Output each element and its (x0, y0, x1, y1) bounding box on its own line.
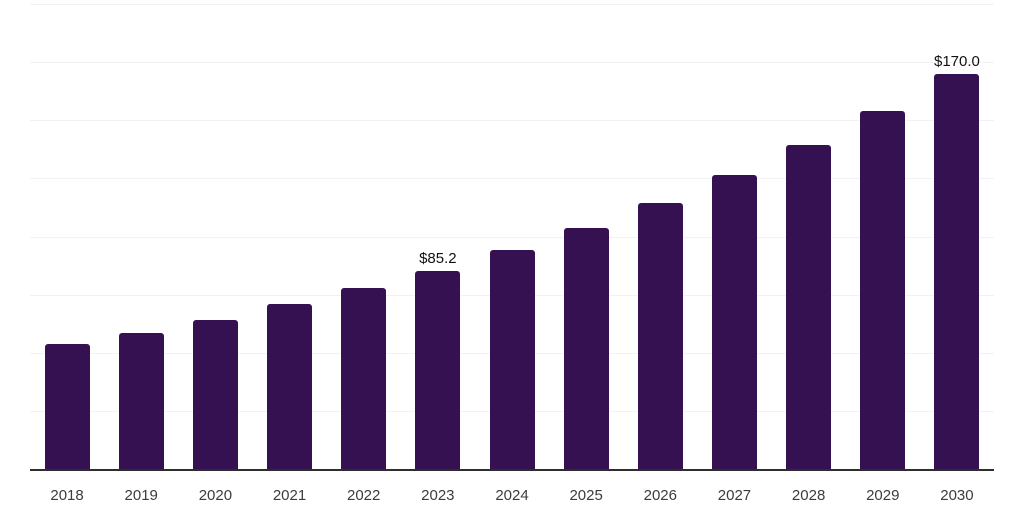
bar (711, 175, 757, 469)
x-tick-label: 2022 (347, 487, 381, 504)
x-tick-label: 2021 (272, 487, 307, 504)
bar (44, 344, 90, 469)
x-tick-label: 2028 (791, 487, 826, 504)
bar (860, 110, 906, 469)
bar (786, 144, 832, 469)
x-tick-label: 2026 (643, 487, 677, 504)
bar (341, 288, 387, 469)
x-tick-label: 2024 (495, 487, 529, 504)
gridline (30, 120, 994, 122)
bar (489, 250, 535, 469)
x-tick-label: 2019 (124, 487, 158, 504)
bar (415, 270, 461, 469)
bar (563, 227, 609, 469)
bar (934, 73, 980, 469)
x-tick-label: 2027 (717, 487, 752, 504)
gridline (30, 236, 994, 238)
x-tick-label: 2030 (940, 487, 974, 504)
x-tick-label: 2025 (569, 487, 603, 504)
gridline (30, 4, 994, 5)
bar (637, 202, 683, 469)
x-axis: 2018 2019 2020 2021 2022 2023 2024 2025 2026 2027… (30, 484, 994, 508)
gridline (30, 178, 994, 180)
x-tick-label: 2023 (421, 487, 455, 504)
gridline (30, 62, 994, 64)
plot-area: $85.2 $170.0 (30, 4, 994, 471)
x-tick-label: 2018 (50, 487, 84, 504)
x-tick-label: 2020 (198, 487, 233, 504)
bar (267, 304, 313, 469)
bar (192, 319, 238, 469)
x-tick-label: 2029 (866, 487, 900, 504)
bar-value-label: $170.0 (933, 52, 980, 70)
bar (118, 332, 164, 469)
bar-value-label: $85.2 (419, 249, 457, 267)
